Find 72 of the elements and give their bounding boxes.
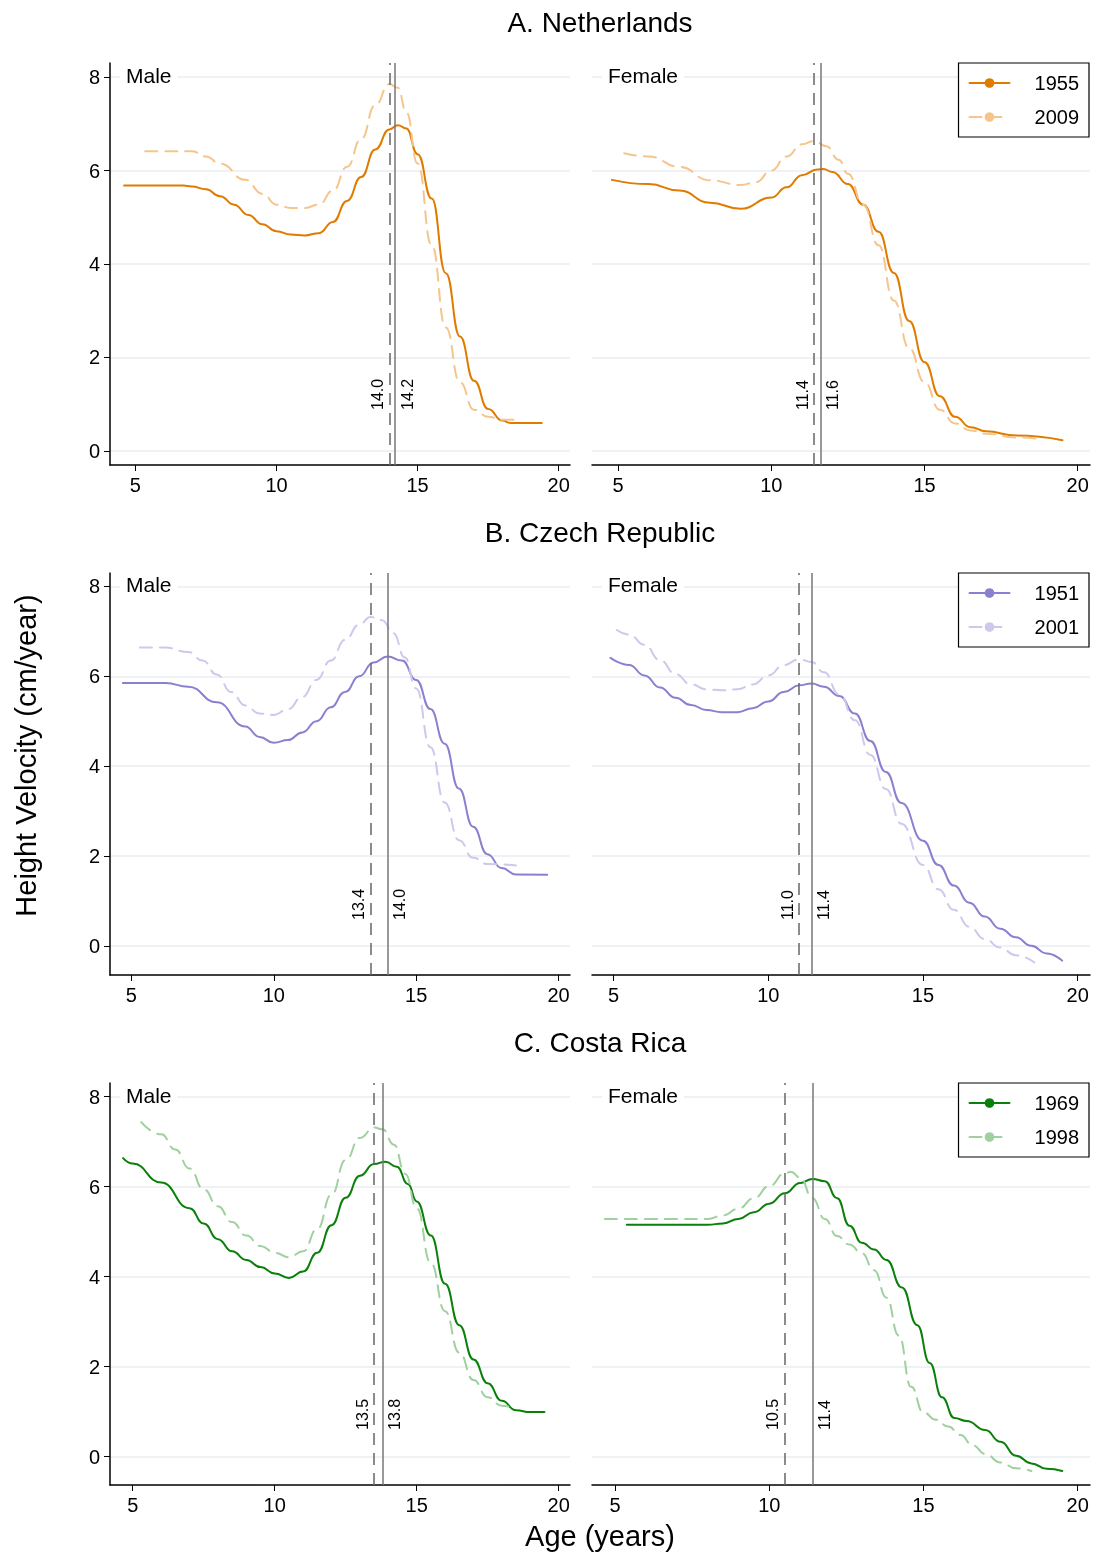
- x-tick-label: 20: [547, 474, 570, 496]
- x-tick-label: 10: [262, 984, 285, 1006]
- ref-line-label: 11.4: [815, 889, 833, 920]
- ref-line-label: 11.0: [778, 889, 796, 920]
- ref-line-label: 14.2: [398, 378, 416, 410]
- x-tick-label: 10: [757, 984, 780, 1006]
- line-series: [123, 124, 543, 424]
- ref-line-label: 11.4: [815, 1399, 833, 1430]
- x-tick-label: 20: [547, 984, 570, 1006]
- x-tick-label: 15: [911, 984, 935, 1006]
- x-tick-label: 10: [263, 1494, 286, 1516]
- x-tick-label: 5: [125, 984, 137, 1006]
- x-tick-label: 10: [758, 1494, 781, 1516]
- y-tick-label: 0: [88, 1445, 100, 1468]
- x-tick-label: 15: [913, 474, 936, 496]
- line-series: [144, 83, 515, 421]
- chart-subtitle: Female: [608, 573, 679, 597]
- y-tick-label: 2: [88, 844, 100, 867]
- y-axis-title: Height Velocity (cm/year): [9, 593, 43, 917]
- legend-label: 1955: [1034, 72, 1080, 94]
- chart-subtitle: Female: [608, 1083, 679, 1107]
- x-tick-label: 5: [129, 474, 141, 496]
- line-series: [121, 655, 549, 876]
- ref-line-label: 11.6: [823, 379, 841, 410]
- x-tick-label: 20: [1066, 984, 1089, 1006]
- y-tick-label: 2: [88, 346, 100, 369]
- line-series: [138, 616, 517, 867]
- x-tick-label: 5: [612, 474, 624, 496]
- ref-line-label: 13.8: [386, 1398, 404, 1430]
- y-tick-label: 4: [88, 253, 100, 275]
- legend-label: 1969: [1034, 1092, 1080, 1114]
- x-tick-label: 5: [608, 984, 620, 1006]
- x-tick-label: 20: [547, 1494, 570, 1516]
- ref-line-label: 13.5: [353, 1398, 371, 1430]
- x-tick-label: 15: [406, 474, 429, 496]
- x-tick-label: 20: [1066, 474, 1089, 496]
- y-tick-label: 0: [88, 934, 100, 957]
- x-tick-label: 20: [1066, 1494, 1089, 1516]
- y-tick-label: 8: [88, 1085, 100, 1108]
- chart-subtitle: Female: [608, 64, 679, 88]
- x-axis-title: Age (years): [524, 1520, 676, 1553]
- chart-title: C. Costa Rica: [512, 1027, 688, 1059]
- legend-label: 2001: [1034, 616, 1080, 638]
- ref-line-label: 14.0: [368, 378, 386, 410]
- y-tick-label: 4: [88, 755, 100, 778]
- legend-label: 1951: [1034, 582, 1080, 604]
- ref-line-label: 10.5: [764, 1398, 782, 1430]
- chart-subtitle: Male: [126, 64, 172, 88]
- chart-subtitle: Male: [126, 1083, 172, 1107]
- ref-line-label: 14.0: [391, 888, 409, 920]
- x-tick-label: 15: [912, 1494, 935, 1516]
- legend-label: 1998: [1034, 1126, 1080, 1148]
- ref-line-label: 11.4: [793, 379, 811, 410]
- y-tick-label: 6: [88, 665, 100, 688]
- ref-line-label: 13.4: [350, 888, 368, 920]
- y-tick-label: 0: [88, 439, 100, 462]
- y-tick-label: 4: [88, 1265, 100, 1288]
- x-tick-label: 15: [405, 1494, 428, 1516]
- chart-subtitle: Male: [126, 573, 172, 597]
- y-tick-label: 8: [88, 66, 100, 89]
- chart-title: B. Czech Republic: [483, 517, 717, 549]
- x-tick-label: 10: [760, 474, 783, 496]
- y-tick-label: 2: [88, 1355, 100, 1378]
- y-tick-label: 8: [88, 575, 100, 598]
- x-tick-label: 10: [265, 474, 288, 496]
- y-tick-label: 6: [88, 1175, 100, 1198]
- y-tick-label: 6: [88, 159, 100, 182]
- x-tick-label: 5: [127, 1494, 139, 1516]
- x-tick-label: 15: [405, 984, 428, 1006]
- chart-title: A. Netherlands: [506, 7, 694, 39]
- x-tick-label: 5: [609, 1494, 621, 1516]
- legend-label: 2009: [1034, 106, 1080, 128]
